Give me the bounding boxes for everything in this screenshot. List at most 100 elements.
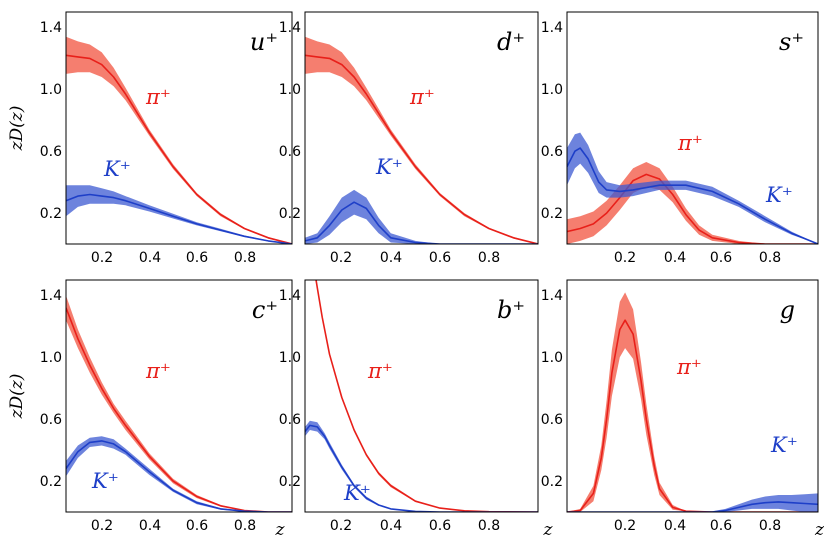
k-uncertainty-band — [305, 420, 538, 512]
axes-frame — [304, 279, 539, 513]
panel-title: c⁺ — [252, 296, 278, 324]
y-tick-label: 1.0 — [279, 350, 301, 366]
y-tick-label: 1.0 — [279, 82, 301, 98]
k-uncertainty-band — [305, 189, 538, 244]
x-tick-label: 0.4 — [664, 518, 686, 534]
x-ticks: 0.2 0.4 0.6 0.8 — [614, 250, 781, 266]
series-label-k: K⁺ — [343, 481, 371, 505]
k-uncertainty-band — [66, 185, 292, 244]
x-tick-label: 0.6 — [186, 250, 208, 266]
panel-title: g — [780, 296, 795, 324]
series-label-pi: π⁺ — [677, 131, 703, 155]
axes-frame — [566, 11, 819, 245]
pi-central-curve — [315, 280, 538, 512]
y-tick-label: 0.6 — [279, 412, 301, 428]
x-tick-label: 0.4 — [380, 250, 402, 266]
series-label-k: K⁺ — [91, 469, 119, 493]
k-central-curve — [305, 201, 538, 244]
x-axis-label: z — [275, 520, 286, 540]
series-label-pi: π⁺ — [367, 359, 393, 383]
series-label-k: K⁺ — [770, 433, 798, 457]
series-label-k: K⁺ — [375, 155, 403, 179]
curves — [567, 132, 818, 244]
panel-title: b⁺ — [497, 296, 525, 324]
x-axis-label: z — [543, 520, 554, 540]
y-tick-label: 1.0 — [541, 350, 563, 366]
panel-title: s⁺ — [779, 28, 804, 56]
x-tick-label: 0.2 — [91, 250, 113, 266]
y-tick-label: 0.6 — [279, 144, 301, 160]
y-tick-label: 1.0 — [40, 350, 62, 366]
y-tick-label: 1.4 — [279, 288, 301, 304]
y-tick-label: 1.4 — [40, 20, 62, 36]
x-tick-label: 0.8 — [234, 250, 256, 266]
y-tick-label: 1.0 — [541, 82, 563, 98]
x-tick-label: 0.4 — [139, 518, 161, 534]
x-tick-label: 0.6 — [710, 250, 732, 266]
panel-c-plus: 0.2 0.4 0.6 0.8 0.2 0.6 1.0 1.4 zD(z) z … — [7, 279, 293, 540]
y-tick-label: 0.6 — [541, 412, 563, 428]
y-tick-label: 0.6 — [541, 144, 563, 160]
panel-title: u⁺ — [250, 28, 278, 56]
x-axis-label: z — [814, 520, 825, 540]
k-central-curve — [567, 147, 818, 244]
y-tick-label: 1.4 — [40, 288, 62, 304]
y-tick-label: 0.6 — [40, 412, 62, 428]
x-tick-label: 0.6 — [186, 518, 208, 534]
series-label-pi: π⁺ — [145, 85, 171, 109]
x-tick-label: 0.4 — [664, 250, 686, 266]
y-tick-label: 0.2 — [279, 206, 301, 222]
series-label-pi: π⁺ — [676, 355, 702, 379]
y-tick-label: 0.2 — [40, 206, 62, 222]
y-tick-label: 0.6 — [40, 144, 62, 160]
y-ticks: 0.2 0.6 1.0 1.4 — [279, 20, 301, 222]
pi-uncertainty-band — [567, 162, 818, 244]
x-tick-label: 0.8 — [234, 518, 256, 534]
x-tick-label: 0.2 — [614, 250, 636, 266]
y-tick-label: 1.0 — [40, 82, 62, 98]
panel-g: 0.2 0.4 0.6 0.8 0.2 0.6 1.0 1.4 z g π⁺ K… — [541, 279, 825, 540]
panel-b-plus: 0.2 0.4 0.6 0.8 0.2 0.6 1.0 1.4 z b⁺ π⁺ … — [279, 279, 554, 540]
x-tick-label: 0.6 — [429, 518, 451, 534]
k-central-curve — [567, 501, 818, 512]
pi-central-curve — [305, 54, 538, 244]
x-tick-label: 0.8 — [478, 518, 500, 534]
y-tick-label: 0.2 — [541, 206, 563, 222]
x-ticks: 0.2 0.4 0.6 0.8 — [91, 518, 256, 534]
pi-central-curve — [66, 54, 292, 244]
x-ticks: 0.2 0.4 0.6 0.8 — [614, 518, 781, 534]
axes-frame — [65, 279, 293, 513]
curves — [567, 292, 818, 512]
y-ticks: 0.2 0.6 1.0 1.4 — [279, 288, 301, 490]
curves — [305, 36, 538, 244]
y-ticks: 0.2 0.6 1.0 1.4 — [40, 20, 62, 222]
k-central-curve — [305, 424, 538, 512]
x-ticks: 0.2 0.4 0.6 0.8 — [330, 518, 500, 534]
x-ticks: 0.2 0.4 0.6 0.8 — [91, 250, 256, 266]
y-ticks: 0.2 0.6 1.0 1.4 — [541, 20, 563, 222]
panel-u-plus: 0.2 0.4 0.6 0.8 0.2 0.6 1.0 1.4 zD(z) u⁺… — [7, 11, 293, 266]
pi-central-curve — [567, 173, 818, 244]
y-tick-label: 1.4 — [541, 20, 563, 36]
x-tick-label: 0.6 — [710, 518, 732, 534]
x-tick-label: 0.4 — [380, 518, 402, 534]
panel-s-plus: 0.2 0.4 0.6 0.8 0.2 0.6 1.0 1.4 s⁺ π⁺ K⁺ — [541, 11, 819, 266]
pi-uncertainty-band — [66, 36, 292, 244]
series-label-k: K⁺ — [103, 157, 131, 181]
x-ticks: 0.2 0.4 0.6 0.8 — [330, 250, 500, 266]
x-tick-label: 0.8 — [759, 518, 781, 534]
x-tick-label: 0.2 — [330, 250, 352, 266]
curves — [66, 36, 292, 244]
curves — [66, 295, 292, 512]
x-tick-label: 0.6 — [429, 250, 451, 266]
x-tick-label: 0.2 — [91, 518, 113, 534]
y-tick-label: 1.4 — [279, 20, 301, 36]
k-uncertainty-band — [567, 132, 818, 244]
y-ticks: 0.2 0.6 1.0 1.4 — [40, 288, 62, 490]
x-tick-label: 0.2 — [614, 518, 636, 534]
pi-central-curve — [567, 319, 818, 512]
k-central-curve — [66, 440, 292, 512]
k-uncertainty-band — [567, 493, 818, 512]
y-tick-label: 0.2 — [279, 474, 301, 490]
